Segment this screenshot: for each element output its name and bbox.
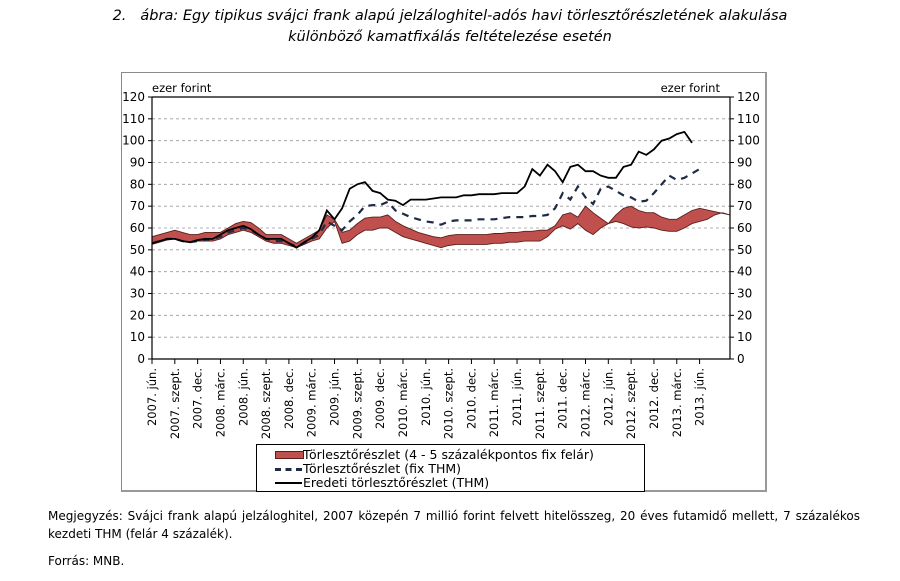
figure-source: Forrás: MNB.: [48, 554, 125, 568]
y-tick-label-right: 0: [737, 352, 745, 366]
y-tick-label-left: 40: [130, 265, 145, 279]
x-tick-label: 2010. dec.: [464, 368, 478, 429]
legend-label-band: Törlesztőrészlet (4 - 5 százalékpontos f…: [303, 447, 594, 462]
y-tick-label-left: 30: [130, 287, 145, 301]
figure-title-line2: különböző kamatfixálás feltételezése ese…: [288, 29, 612, 45]
x-tick-label: 2011. márc.: [487, 368, 501, 437]
x-tick-label: 2008. márc.: [213, 368, 227, 437]
y-tick-label-right: 110: [737, 112, 760, 126]
y-tick-label-left: 20: [130, 308, 145, 322]
y-tick-label-right: 40: [737, 265, 752, 279]
legend-item-band: Törlesztőrészlet (4 - 5 százalékpontos f…: [275, 447, 594, 462]
x-tick-label: 2008. dec.: [282, 368, 296, 429]
legend-swatch-solid: [275, 482, 302, 484]
x-tick-label: 2011. dec.: [556, 368, 570, 429]
x-tick-label: 2011. jún.: [510, 368, 524, 426]
y-tick-label-right: 100: [737, 134, 760, 148]
y-tick-label-left: 90: [130, 156, 145, 170]
y-tick-label-left: 10: [130, 330, 145, 344]
legend-swatch-dashed: [275, 468, 302, 471]
x-tick-label: 2008. szept.: [259, 368, 273, 439]
y-axis-label-left: ezer forint: [152, 81, 212, 95]
y-tick-label-left: 120: [122, 90, 145, 104]
x-tick-label: 2010. jún.: [419, 368, 433, 426]
x-tick-label: 2007. dec.: [191, 368, 205, 429]
y-tick-label-left: 110: [122, 112, 145, 126]
y-tick-label-left: 80: [130, 177, 145, 191]
y-tick-label-right: 50: [737, 243, 752, 257]
legend-label-solid: Eredeti törlesztőrészlet (THM): [303, 475, 490, 490]
y-tick-label-left: 50: [130, 243, 145, 257]
x-tick-label: 2012. dec.: [647, 368, 661, 429]
series-line-fix-thm: [151, 168, 701, 248]
x-tick-label: 2012. jún.: [601, 368, 615, 426]
x-tick-label: 2007. jún.: [145, 368, 159, 426]
legend-label-dashed: Törlesztőrészlet (fix THM): [303, 461, 462, 476]
y-tick-label-right: 90: [737, 156, 752, 170]
figure-note: Megjegyzés: Svájci frank alapú jelzálogh…: [48, 509, 860, 541]
figure-title: 2. ábra: Egy tipikus svájci frank alapú j…: [0, 6, 900, 48]
figure-number: 2.: [112, 8, 127, 24]
y-tick-label-right: 30: [737, 287, 752, 301]
x-tick-label: 2010. márc.: [396, 368, 410, 437]
legend-item-dashed: Törlesztőrészlet (fix THM): [275, 461, 462, 476]
y-tick-label-left: 100: [122, 134, 145, 148]
axes: 0 0 10 10 20 20 30 30 40 40 50 50 60 60 70 70 80 80 90 90 10…: [122, 90, 760, 439]
x-tick-label: 2011. szept.: [533, 368, 547, 439]
x-tick-label: 2007. szept.: [168, 368, 182, 439]
x-tick-label: 2009. szept.: [350, 368, 364, 439]
line-series: [151, 130, 701, 249]
x-tick-label: 2009. márc.: [305, 368, 319, 437]
legend-swatch-band: [275, 451, 304, 459]
x-tick-label: 2012. márc.: [579, 368, 593, 437]
x-tick-label: 2013. márc.: [670, 368, 684, 437]
x-tick-label: 2008. jún.: [236, 368, 250, 426]
y-tick-label-left: 70: [130, 199, 145, 213]
series-line-eredeti-thm: [151, 130, 693, 249]
x-tick-label: 2009. dec.: [373, 368, 387, 429]
legend-item-solid: Eredeti törlesztőrészlet (THM): [275, 475, 490, 490]
y-tick-label-right: 120: [737, 90, 760, 104]
x-tick-label: 2010. szept.: [442, 368, 456, 439]
y-tick-label-right: 60: [737, 221, 752, 235]
legend: Törlesztőrészlet (4 - 5 százalékpontos f…: [256, 444, 645, 492]
x-tick-label: 2009. jún.: [328, 368, 342, 426]
x-tick-label: 2012. szept.: [624, 368, 638, 439]
y-axis-label-right: ezer forint: [661, 81, 721, 95]
y-tick-label-right: 20: [737, 308, 752, 322]
x-tick-label: 2013. jún.: [693, 368, 707, 426]
y-tick-label-right: 70: [737, 199, 752, 213]
y-tick-label-left: 60: [130, 221, 145, 235]
y-tick-label-right: 10: [737, 330, 752, 344]
y-tick-label-left: 0: [137, 352, 145, 366]
gridlines: [152, 118, 730, 338]
y-tick-label-right: 80: [737, 177, 752, 191]
band-series: [151, 205, 731, 249]
figure-title-line1: ábra: Egy tipikus svájci frank alapú jel…: [140, 8, 788, 24]
series-band-fix-felar: [151, 205, 731, 249]
